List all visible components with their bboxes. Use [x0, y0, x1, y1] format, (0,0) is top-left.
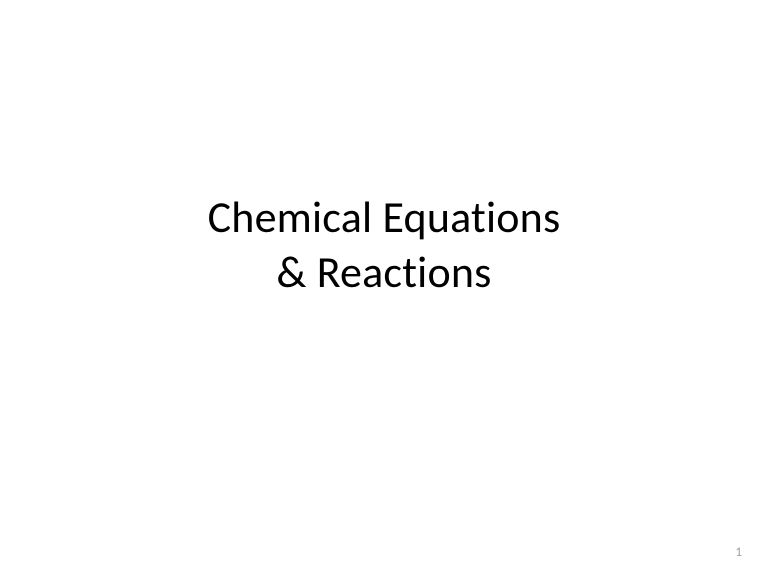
- slide-title: Chemical Equations & Reactions: [208, 190, 561, 300]
- slide-container: Chemical Equations & Reactions 1: [0, 0, 768, 576]
- title-line-1: Chemical Equations: [208, 190, 561, 245]
- page-number: 1: [735, 545, 742, 560]
- title-line-2: & Reactions: [208, 245, 561, 300]
